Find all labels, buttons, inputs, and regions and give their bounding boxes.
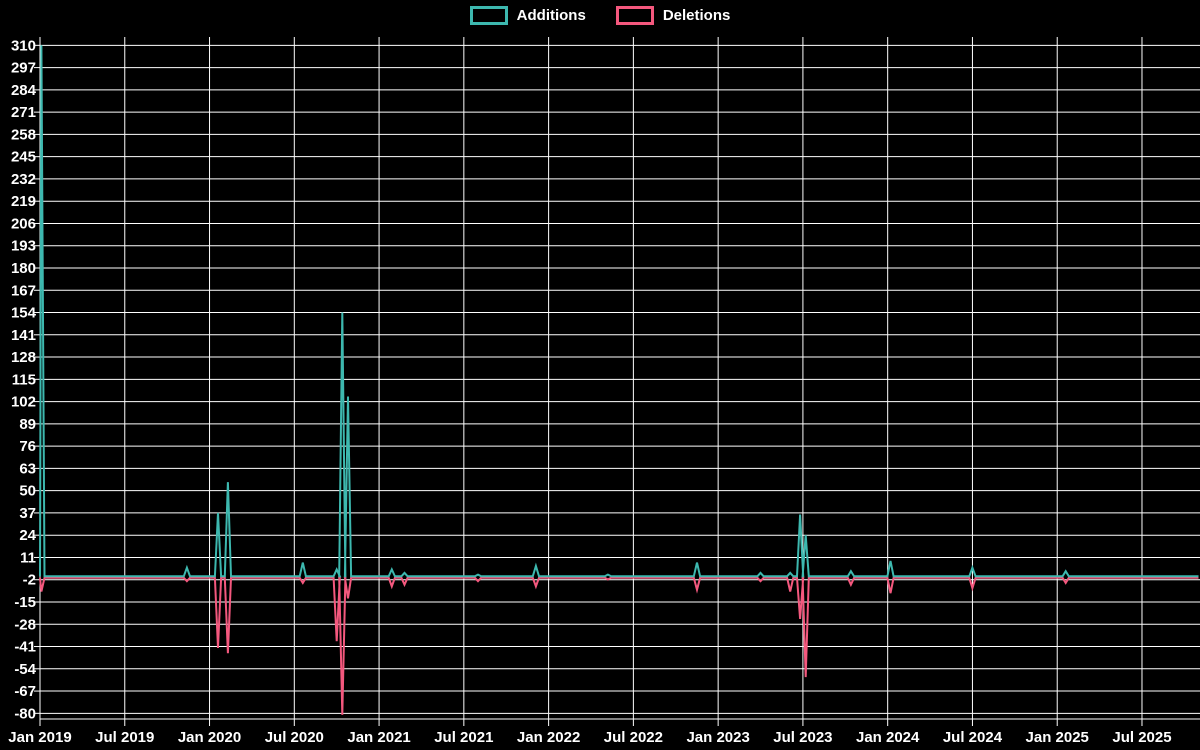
y-tick-label: 232 <box>11 171 36 188</box>
x-tick-label: Jul 2022 <box>604 729 663 746</box>
y-tick-label: 128 <box>11 349 36 366</box>
y-tick-label: 63 <box>19 460 36 477</box>
x-tick-label: Jan 2021 <box>347 729 410 746</box>
y-tick-label: 11 <box>20 549 36 566</box>
y-axis-labels: 310 297 284 271 258 245 232 219 206 193 180 167 154 1… <box>11 37 37 722</box>
x-tick-label: Jan 2024 <box>856 729 920 746</box>
y-tick-label: 50 <box>19 483 36 500</box>
y-tick-label: 271 <box>11 104 36 121</box>
y-tick-label: 154 <box>11 305 37 322</box>
y-tick-label: -28 <box>14 616 36 633</box>
x-axis-labels: Jan 2019 Jul 2019 Jan 2020 Jul 2020 Jan 2021… <box>8 729 1171 746</box>
x-tick-label: Jan 2022 <box>517 729 580 746</box>
legend-label-additions: Additions <box>516 7 586 24</box>
x-tick-label: Jul 2024 <box>943 729 1003 746</box>
y-tick-label: 193 <box>11 238 36 255</box>
x-tick-label: Jul 2023 <box>773 729 832 746</box>
y-tick-label: 102 <box>11 394 36 411</box>
y-tick-label: -2 <box>23 572 36 589</box>
x-tick-label: Jul 2025 <box>1112 729 1171 746</box>
y-tick-label: 219 <box>11 193 36 210</box>
legend: Additions Deletions <box>0 6 1200 25</box>
x-tick-label: Jul 2021 <box>434 729 493 746</box>
y-tick-label: 37 <box>19 505 36 522</box>
additions-swatch-icon <box>469 6 508 25</box>
x-tick-label: Jan 2019 <box>8 729 71 746</box>
y-tick-label: 167 <box>11 282 36 299</box>
y-tick-label: -15 <box>14 594 36 611</box>
deletions-swatch-icon <box>615 6 654 25</box>
x-tick-label: Jul 2019 <box>95 729 154 746</box>
y-tick-label: 115 <box>12 371 36 388</box>
y-tick-label: 258 <box>11 126 36 143</box>
y-tick-label: -67 <box>14 683 36 700</box>
legend-item-deletions[interactable]: Deletions <box>615 6 731 25</box>
deletions-line <box>39 576 1199 715</box>
y-tick-label: 89 <box>19 416 36 433</box>
legend-item-additions[interactable]: Additions <box>469 6 586 25</box>
x-tick-label: Jan 2023 <box>686 729 749 746</box>
y-tick-label: 206 <box>11 215 36 232</box>
y-tick-label: 24 <box>19 527 36 544</box>
y-tick-label: 76 <box>19 438 36 455</box>
y-tick-label: 245 <box>11 149 36 166</box>
y-tick-label: 310 <box>11 37 36 54</box>
y-tick-label: -54 <box>14 661 36 678</box>
y-tick-label: -80 <box>14 705 36 722</box>
x-tick-label: Jul 2020 <box>265 729 324 746</box>
x-tick-label: Jan 2025 <box>1026 729 1089 746</box>
y-tick-label: 284 <box>11 82 37 99</box>
x-tick-label: Jan 2020 <box>178 729 241 746</box>
gridlines <box>34 37 1200 726</box>
y-tick-label: 141 <box>11 327 36 344</box>
legend-label-deletions: Deletions <box>662 7 731 24</box>
y-tick-label: 180 <box>11 260 36 277</box>
y-tick-label: 297 <box>11 60 36 77</box>
y-tick-label: -41 <box>14 639 36 656</box>
additions-line <box>39 45 1199 578</box>
